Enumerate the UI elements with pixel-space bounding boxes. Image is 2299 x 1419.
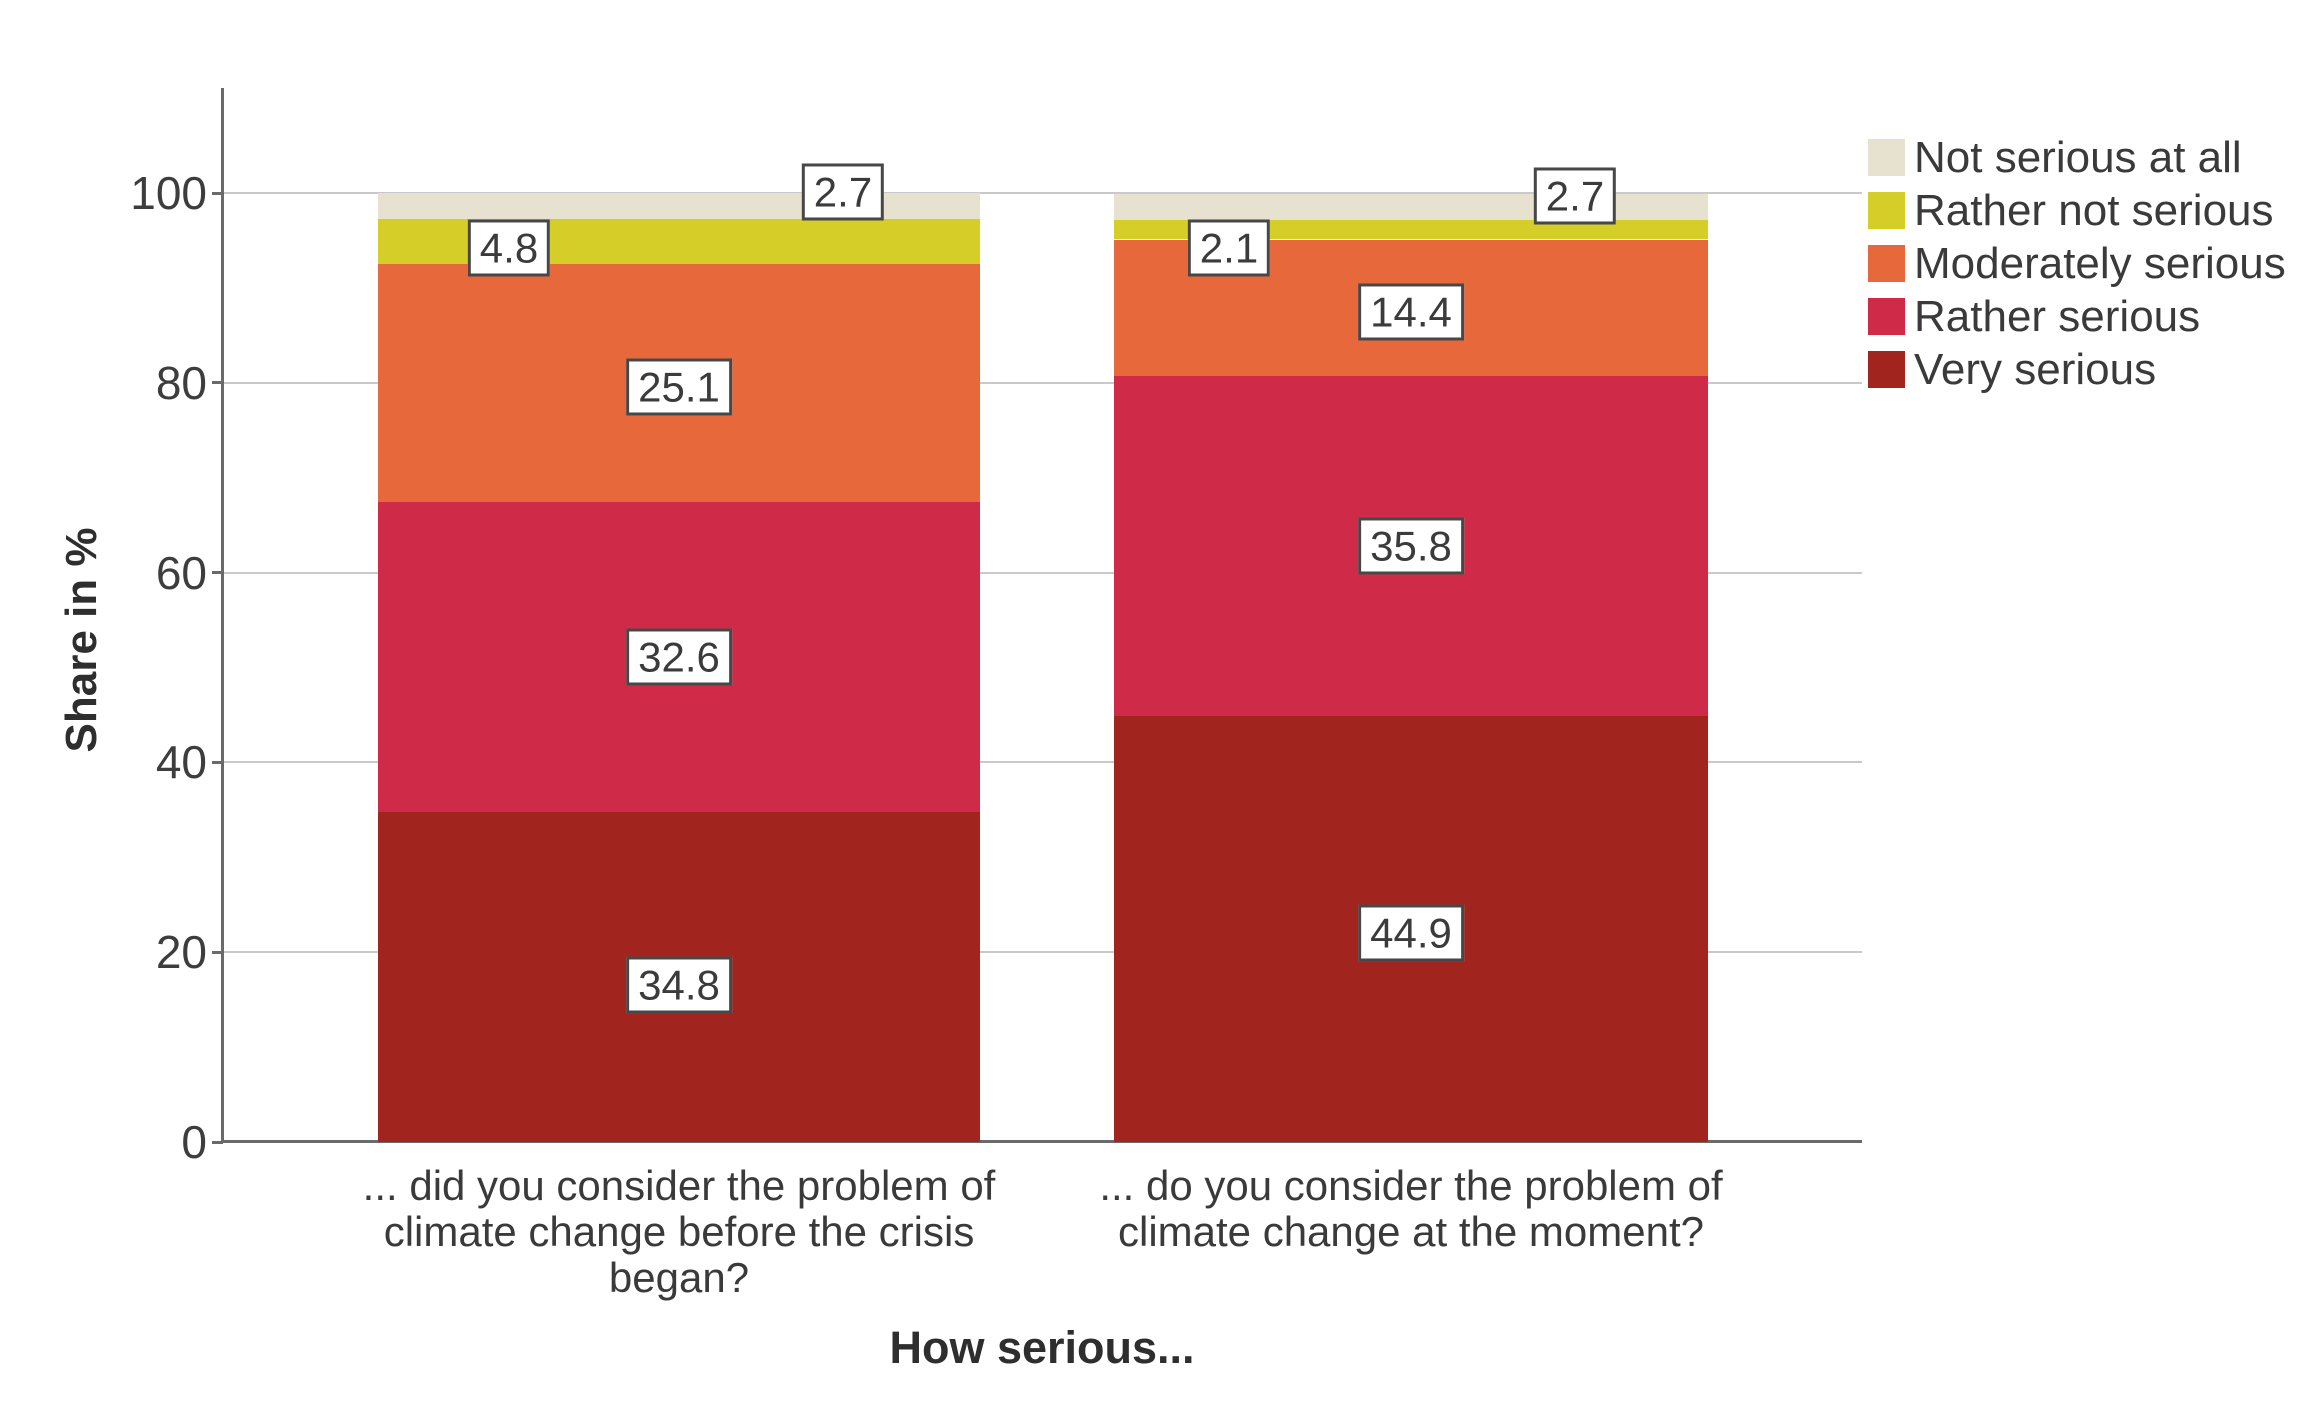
value-label-moderately-serious: 14.4 <box>1358 283 1464 341</box>
legend-swatch-very-serious <box>1868 351 1905 388</box>
gridline-y80 <box>223 381 1862 384</box>
value-label-rather-not-serious: 4.8 <box>467 219 551 277</box>
y-tick-mark <box>212 950 223 954</box>
x-category-label-line: climate change before the crisis <box>383 1208 975 1256</box>
legend-swatch-rather-serious <box>1868 298 1905 335</box>
value-label-rather-serious: 35.8 <box>1358 517 1464 575</box>
y-tick-mark <box>212 191 223 195</box>
y-axis-line <box>221 88 224 1142</box>
y-tick-label: 100 <box>130 167 207 219</box>
value-label-very-serious: 44.9 <box>1358 904 1464 962</box>
legend-item-very-serious: Very serious <box>1868 343 2286 396</box>
legend-label: Very serious <box>1914 344 2157 394</box>
x-axis-line <box>223 1140 1862 1143</box>
legend: Not serious at all Rather not serious Mode… <box>1868 131 2286 396</box>
legend-swatch-not-serious-at-all <box>1868 139 1905 176</box>
legend-label: Not serious at all <box>1914 132 2242 182</box>
x-axis-title: How serious... <box>889 1322 1195 1373</box>
value-label-rather-not-serious: 2.1 <box>1187 219 1271 277</box>
bar-segment-not-serious-at-all <box>1114 193 1708 220</box>
legend-item-moderately-serious: Moderately serious <box>1868 237 2286 290</box>
x-category-label-line: climate change at the moment? <box>1118 1208 1704 1256</box>
gridline-y100 <box>223 192 1862 194</box>
gridline-y60 <box>223 571 1862 574</box>
value-label-not-serious-at-all: 2.7 <box>801 163 885 221</box>
x-category-label-line: ... do you consider the problem of <box>1099 1162 1723 1209</box>
legend-label: Moderately serious <box>1914 238 2286 288</box>
y-tick-label: 0 <box>181 1116 207 1168</box>
legend-swatch-rather-not-serious <box>1868 192 1905 229</box>
legend-label: Rather not serious <box>1914 185 2274 235</box>
legend-item-rather-serious: Rather serious <box>1868 290 2286 343</box>
y-tick-mark <box>212 1140 223 1144</box>
y-tick-mark <box>212 571 223 575</box>
y-tick-label: 40 <box>155 736 207 789</box>
legend-label: Rather serious <box>1914 291 2201 341</box>
x-category-label: ... do you consider the problem of climat… <box>1031 1162 1791 1256</box>
y-tick-label: 80 <box>155 356 207 409</box>
gridline-y40 <box>223 761 1862 764</box>
legend-swatch-moderately-serious <box>1868 245 1905 282</box>
y-tick-label: 20 <box>155 926 207 979</box>
bar-segment-not-serious-at-all <box>378 193 980 219</box>
y-tick-label: 60 <box>155 546 207 599</box>
y-tick-mark <box>212 760 223 764</box>
value-label-not-serious-at-all: 2.7 <box>1533 167 1617 225</box>
x-category-label-line: ... did you consider the problem of <box>362 1162 996 1209</box>
y-tick-mark <box>212 381 223 385</box>
value-label-moderately-serious: 25.1 <box>626 358 732 416</box>
x-category-label-line: began? <box>608 1254 750 1302</box>
x-category-label: ... did you consider the problem of clima… <box>299 1162 1059 1302</box>
legend-item-rather-not-serious: Rather not serious <box>1868 184 2286 237</box>
gridline-y20 <box>223 951 1862 954</box>
legend-item-not-serious-at-all: Not serious at all <box>1868 131 2286 184</box>
value-label-very-serious: 34.8 <box>626 956 732 1014</box>
value-label-rather-serious: 32.6 <box>626 628 732 686</box>
